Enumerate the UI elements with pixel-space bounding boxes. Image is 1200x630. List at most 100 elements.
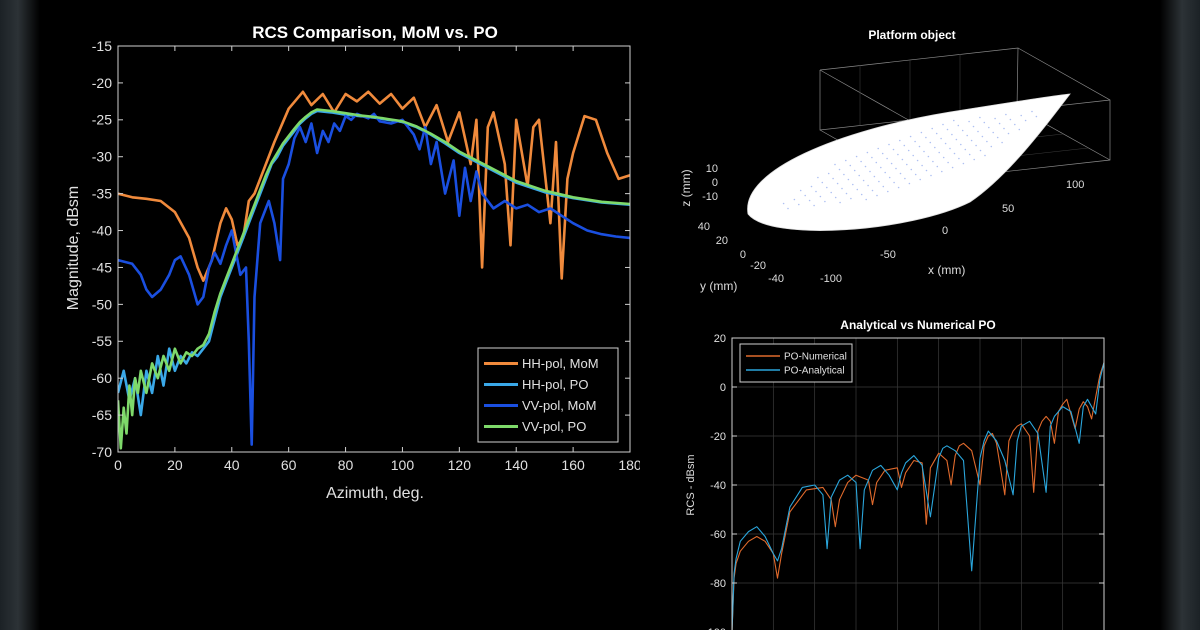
mesh-node: [923, 150, 925, 153]
y-tick-label: -70: [92, 444, 112, 460]
mesh-node: [895, 167, 897, 170]
mesh-node: [966, 134, 968, 137]
y-tick-label: -20: [92, 75, 112, 91]
mesh-node: [819, 195, 822, 198]
legend-label: PO-Analytical: [784, 366, 845, 377]
mesh-node: [866, 151, 869, 154]
mesh-node: [914, 173, 917, 176]
mesh-node: [942, 123, 944, 126]
mesh-node: [907, 149, 910, 152]
mesh-node: [841, 187, 843, 190]
x-tick-label: -100: [820, 273, 842, 285]
mesh-node: [804, 194, 806, 197]
mesh-node: [875, 161, 878, 164]
x-tick-label: 60: [281, 457, 297, 473]
mesh-node: [839, 201, 841, 204]
mesh-node: [994, 117, 996, 120]
mesh-node: [962, 162, 965, 165]
mesh-node: [877, 147, 879, 150]
z-axis-label: z (mm): [680, 169, 693, 206]
plot-area: 0 20 40 60 80 100 120 140 160 180 -70 -65 -60 -55 -50 -…: [92, 38, 640, 473]
y-tick-label: -100: [704, 627, 726, 630]
mesh-node: [909, 135, 912, 138]
mesh-node: [826, 186, 828, 189]
mesh-node: [827, 172, 830, 175]
mesh-node: [882, 185, 885, 188]
legend-label: PO-Numerical: [784, 352, 847, 363]
mesh-node: [960, 143, 962, 146]
mesh-node: [830, 191, 832, 194]
x-tick-label: 180: [618, 457, 640, 473]
mesh-node: [973, 158, 975, 161]
mesh-node: [876, 194, 878, 197]
mesh-node: [1007, 132, 1010, 135]
mesh-node: [865, 198, 867, 201]
mesh-node: [929, 141, 932, 144]
mesh-node: [903, 144, 906, 147]
mesh-node: [970, 139, 973, 142]
mesh-node: [897, 186, 900, 189]
mesh-node: [906, 163, 908, 166]
x-tick-label: 0: [942, 225, 948, 237]
mesh-node: [832, 177, 834, 180]
mesh-node: [815, 190, 817, 193]
mesh-node: [1020, 114, 1022, 117]
mesh-node: [893, 181, 895, 184]
mesh-node: [953, 152, 956, 155]
mesh-node: [856, 188, 859, 191]
x-axis-label: Azimuth, deg.: [326, 485, 424, 502]
mesh-node: [912, 154, 914, 157]
mesh-node: [934, 146, 936, 149]
y-tick-label: -35: [92, 186, 112, 202]
platform-surface: [747, 93, 1071, 231]
mesh-node: [852, 183, 854, 186]
mesh-node: [880, 166, 882, 169]
mesh-node: [992, 131, 994, 134]
mesh-node: [834, 163, 836, 166]
y-tick-label: -50: [92, 296, 112, 312]
mesh-node: [855, 155, 858, 158]
y-axis-label: RCS - dBsm: [685, 454, 697, 515]
mesh-node: [932, 160, 934, 163]
x-tick-label: 0: [114, 457, 122, 473]
mesh-node: [975, 144, 977, 147]
mesh-node: [845, 159, 847, 162]
chart-title: Platform object: [868, 28, 955, 42]
mesh-node: [904, 177, 906, 180]
mesh-node: [808, 199, 811, 202]
legend: PO-Numerical PO-Analytical: [739, 343, 853, 383]
mesh-node: [916, 159, 919, 162]
mesh-node: [935, 132, 938, 135]
mesh-node: [981, 135, 984, 138]
mesh-node: [793, 198, 796, 201]
x-tick-label: 120: [448, 457, 472, 473]
y-tick-label: 0: [720, 382, 726, 394]
y-tick-label: -40: [710, 480, 726, 492]
mesh-node: [957, 124, 960, 127]
y-tick-label: -25: [92, 112, 112, 128]
z-tick-label: 0: [712, 177, 718, 189]
mesh-node: [972, 125, 975, 128]
mesh-node: [977, 130, 979, 133]
rcs-comparison-chart: RCS Comparison, MoM vs. PO 0 20 40 60 80 100 1…: [65, 23, 640, 502]
mesh-node: [838, 168, 841, 171]
mesh-node: [787, 207, 789, 210]
axes-frame: [117, 45, 631, 453]
mesh-node: [836, 182, 839, 185]
legend-label: VV-pol, MoM: [522, 398, 596, 413]
mesh-node: [961, 129, 964, 132]
mesh-node: [996, 136, 999, 139]
mesh-node: [1024, 119, 1027, 122]
mesh-node: [847, 178, 850, 181]
mesh-node: [858, 174, 860, 177]
y-tick-label: -15: [92, 38, 112, 54]
mesh-node: [824, 200, 826, 203]
z-tick-label: 10: [706, 163, 718, 175]
mesh-node: [925, 169, 928, 172]
mesh-node: [843, 173, 845, 176]
y-tick-label: -65: [92, 407, 112, 423]
mesh-node: [918, 145, 921, 148]
y-tick-label: 20: [716, 235, 728, 247]
mesh-node: [845, 192, 848, 195]
y-tick-label: 20: [714, 333, 726, 345]
